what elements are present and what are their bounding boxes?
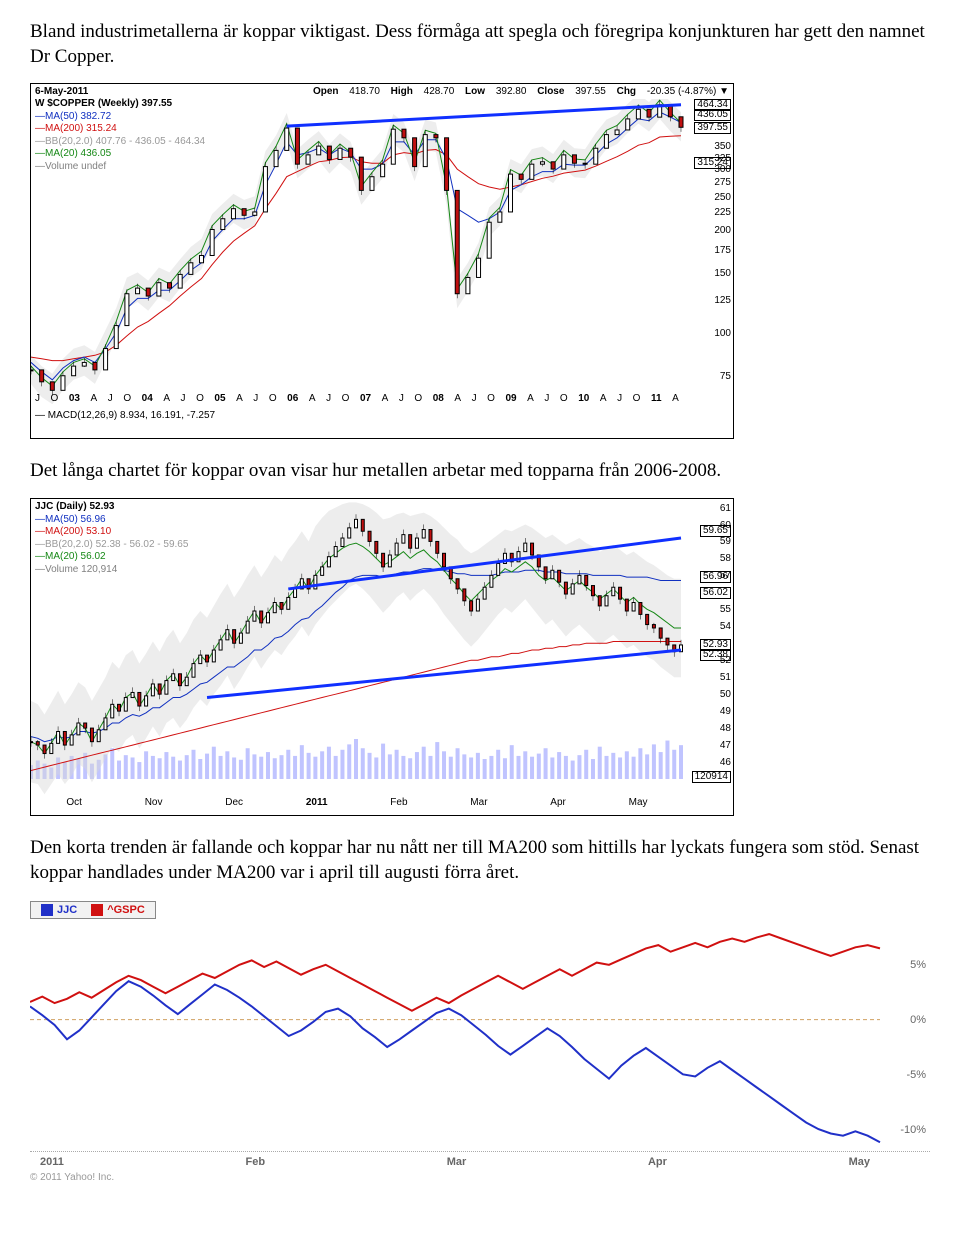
cmp-footer: © 2011 Yahoo! Inc. [30, 1172, 930, 1183]
chart2-y-labels: 616059.6559585756.9656.02555452.9352.385… [683, 499, 731, 795]
cmp-y-labels: 5%0%-5%-10% [886, 921, 926, 1151]
chart1-x-labels: JO03AJO04AJO05AJO06AJO07AJO08AJO09AJO10A… [31, 393, 683, 409]
chart1-macd: — MACD(12,26,9) 8.934, 16.191, -7.257 [31, 409, 733, 422]
paragraph-1: Bland industrimetallerna är koppar vikti… [30, 20, 930, 69]
jjc-daily-chart: JJC (Daily) 52.93—MA(50) 56.96—MA(200) 5… [30, 498, 734, 816]
chart2-legend: JJC (Daily) 52.93—MA(50) 56.96—MA(200) 5… [35, 501, 188, 576]
cmp-svg [30, 921, 930, 1151]
chart1-legend: W $COPPER (Weekly) 397.55—MA(50) 382.72—… [35, 98, 205, 173]
copper-weekly-chart: 6-May-2011 Open 418.70 High 428.70 Low 3… [30, 83, 734, 439]
paragraph-2: Det långa chartet för koppar ovan visar … [30, 459, 930, 484]
chart1-date: 6-May-2011 [35, 86, 88, 97]
chart1-y-labels: 464.34436.05397.55350325315.243002752502… [683, 99, 731, 391]
cmp-legend: JJC^GSPC [30, 901, 156, 919]
chart2-x-labels: OctNovDec2011FebMarAprMay [31, 797, 683, 813]
paragraph-3: Den korta trenden är fallande och koppar… [30, 836, 930, 885]
cmp-x-labels: 2011FebMarAprMay [30, 1152, 930, 1168]
chart1-ohlc: Open 418.70 High 428.70 Low 392.80 Close… [305, 86, 729, 97]
comparison-chart: JJC^GSPC 5%0%-5%-10% 2011FebMarAprMay © … [30, 901, 930, 1183]
